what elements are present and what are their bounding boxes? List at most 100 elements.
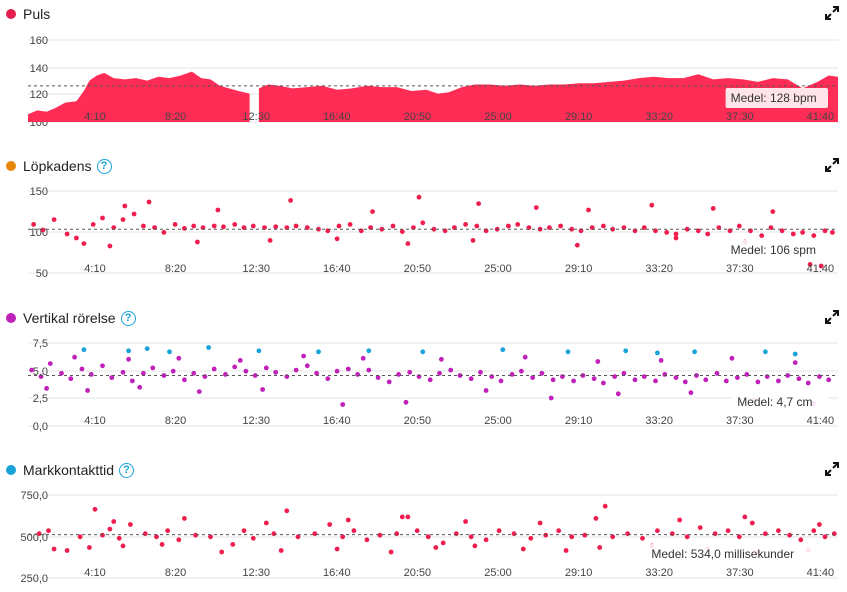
help-icon[interactable]: ?	[120, 310, 136, 326]
data-point	[141, 223, 146, 229]
data-point	[420, 220, 426, 226]
expand-icon[interactable]	[825, 6, 839, 20]
data-point	[703, 377, 709, 383]
data-point	[126, 356, 131, 362]
data-point	[116, 535, 122, 541]
data-point	[377, 532, 383, 538]
data-point	[787, 532, 792, 538]
data-point	[267, 238, 273, 243]
data-point	[364, 537, 370, 543]
series-color-dot	[6, 465, 16, 475]
average-label: Medel: 106 spm	[725, 240, 828, 260]
data-point	[468, 534, 474, 540]
x-tick-label: 33:20	[645, 415, 673, 427]
panel-title-label: Markkontakttid	[23, 462, 115, 478]
x-tick-label: 8:20	[165, 263, 186, 275]
data-point	[256, 348, 262, 354]
data-point	[316, 349, 321, 355]
data-point	[433, 545, 439, 550]
data-point	[141, 370, 146, 376]
average-label: Medel: 534,0 millisekunder	[646, 544, 828, 564]
data-point	[81, 347, 87, 353]
data-point	[144, 346, 150, 351]
data-point	[677, 517, 683, 523]
data-point	[370, 209, 375, 214]
data-point	[351, 528, 357, 534]
data-point	[539, 370, 545, 376]
data-point	[399, 514, 405, 520]
data-point	[776, 378, 781, 384]
data-point	[416, 194, 422, 200]
data-point	[528, 535, 534, 541]
data-point	[427, 377, 433, 383]
data-point	[439, 356, 444, 362]
data-point	[165, 528, 171, 534]
data-point	[232, 364, 238, 370]
data-point	[221, 224, 226, 230]
expand-icon[interactable]	[825, 462, 839, 476]
data-point	[790, 231, 796, 237]
data-point	[655, 350, 660, 356]
data-point	[764, 374, 770, 379]
data-point	[682, 379, 688, 385]
data-point	[425, 534, 431, 540]
data-point	[107, 526, 113, 532]
data-point	[68, 376, 74, 382]
data-point	[278, 548, 284, 553]
data-point	[51, 217, 57, 222]
data-point	[366, 348, 372, 354]
expand-icon[interactable]	[825, 158, 839, 172]
data-point	[560, 374, 565, 379]
data-point	[742, 514, 748, 520]
x-tick-label: 25:00	[484, 111, 512, 123]
data-point	[437, 370, 442, 376]
data-point	[211, 366, 217, 372]
data-point	[610, 534, 616, 540]
data-point	[29, 367, 35, 373]
data-point	[476, 201, 481, 206]
data-point	[478, 369, 483, 375]
data-point	[556, 528, 562, 534]
data-point	[509, 372, 515, 377]
data-point	[522, 354, 528, 360]
x-tick-label: 41:40	[807, 263, 835, 275]
x-tick-label: 12:30	[242, 567, 270, 579]
data-point	[250, 535, 256, 541]
data-point	[601, 223, 606, 229]
data-point	[399, 229, 405, 234]
y-tick-label: 50	[36, 268, 48, 280]
expand-icon[interactable]	[825, 310, 839, 324]
data-point	[327, 522, 333, 527]
x-tick-label: 16:40	[323, 415, 351, 427]
help-icon[interactable]: ?	[96, 158, 112, 174]
data-point	[111, 519, 117, 524]
data-point	[31, 222, 36, 227]
data-point	[208, 534, 213, 540]
y-tick-label: 2,5	[33, 393, 48, 405]
data-point	[79, 366, 85, 372]
data-point	[543, 532, 549, 538]
data-point	[340, 402, 346, 407]
data-point	[74, 235, 79, 241]
data-point	[520, 546, 526, 552]
data-point	[569, 534, 575, 540]
x-tick-label: 25:00	[484, 263, 512, 275]
data-point	[800, 230, 805, 235]
data-point	[558, 223, 563, 229]
data-point	[386, 379, 392, 385]
data-point	[64, 231, 70, 237]
data-point	[640, 535, 645, 541]
data-point	[595, 359, 601, 364]
data-point	[615, 391, 621, 397]
data-point	[301, 353, 306, 359]
data-point	[334, 368, 340, 374]
data-point	[807, 262, 813, 267]
data-point	[159, 542, 165, 547]
data-point	[85, 388, 90, 393]
panel-title: Markkontakttid ?	[6, 460, 135, 480]
data-point	[150, 365, 156, 371]
data-point	[830, 230, 835, 235]
data-point	[414, 528, 420, 534]
help-icon[interactable]: ?	[119, 462, 135, 478]
